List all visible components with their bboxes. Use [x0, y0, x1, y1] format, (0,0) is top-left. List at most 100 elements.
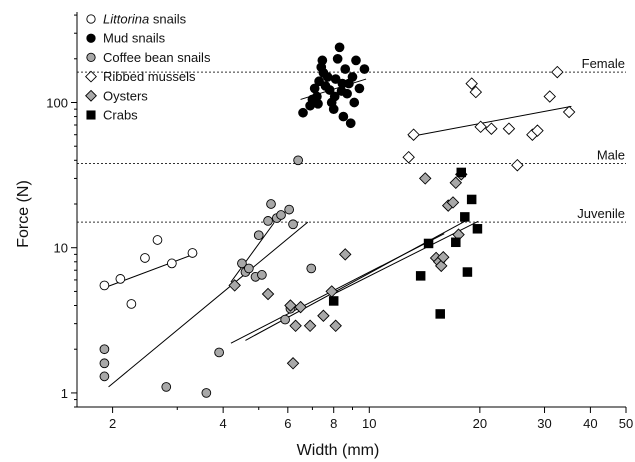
data-point-series-5 [466, 194, 477, 205]
data-point-series-5 [423, 238, 434, 249]
data-point-series-2 [288, 219, 298, 230]
data-point-series-1 [359, 64, 370, 74]
data-point-series-3 [551, 65, 564, 79]
data-point-series-3 [531, 124, 544, 137]
data-point-series-0 [187, 248, 198, 258]
data-point-series-5 [472, 224, 483, 234]
legend-label-0: Littorina snails [103, 12, 187, 27]
y-tick-label: 1 [61, 386, 68, 401]
data-point-series-4 [418, 172, 432, 185]
data-point-series-0 [152, 235, 163, 245]
data-point-series-1 [328, 104, 339, 114]
x-tick-label: 8 [330, 416, 337, 431]
data-point-series-3 [485, 122, 498, 135]
data-point-series-4 [435, 259, 448, 273]
reference-label-female: Female [582, 56, 625, 71]
data-point-series-2 [99, 358, 110, 369]
tick-labels: 1 10 100 2 4 6 8 10 20 30 40 50 [46, 96, 633, 431]
data-point-series-5 [451, 237, 461, 248]
legend: Littorina snails Mud snails Coffee bean sn… [85, 12, 211, 123]
data-point-series-3 [474, 120, 487, 134]
legend-label-5: Crabs [103, 108, 138, 123]
data-point-series-2 [280, 314, 290, 325]
data-point-series-4 [446, 196, 460, 209]
x-tick-label: 20 [473, 416, 487, 431]
data-point-series-3 [511, 158, 524, 172]
data-point-series-1 [330, 74, 341, 84]
data-point-series-5 [460, 212, 470, 222]
data-point-series-2 [266, 199, 276, 209]
x-tick-label: 10 [362, 416, 376, 431]
legend-marker-4 [85, 89, 97, 102]
data-point-series-1 [298, 107, 308, 118]
data-point-series-1 [345, 118, 356, 129]
data-point-series-3 [502, 122, 516, 135]
data-point-series-1 [314, 76, 324, 87]
data-point-series-1 [313, 98, 323, 109]
data-point-series-1 [354, 83, 365, 94]
data-point-series-1 [332, 53, 343, 64]
data-point-series-2 [99, 344, 110, 355]
data-point-series-2 [99, 371, 110, 382]
data-point-series-0 [167, 258, 177, 269]
data-point-series-1 [322, 72, 333, 82]
fit-line-series-3 [408, 105, 572, 138]
data-points [99, 42, 576, 398]
data-point-series-2 [257, 270, 267, 280]
data-point-series-4 [289, 319, 302, 333]
data-point-series-5 [415, 271, 426, 281]
x-tick-label: 2 [109, 416, 116, 431]
legend-label-3: Ribbed mussels [103, 69, 196, 84]
data-point-series-1 [338, 111, 349, 122]
reference-lines: Female Male Juvenile [77, 56, 626, 223]
x-tick-label: 4 [220, 416, 227, 431]
data-point-series-3 [465, 77, 478, 90]
data-point-series-4 [286, 357, 300, 370]
legend-marker-1 [86, 33, 96, 43]
data-point-series-5 [456, 167, 467, 178]
data-point-series-1 [351, 55, 361, 66]
data-point-series-5 [462, 267, 473, 277]
data-point-series-2 [306, 263, 317, 274]
legend-marker-0 [86, 14, 96, 24]
data-point-series-0 [115, 274, 126, 284]
data-point-series-2 [244, 263, 254, 274]
data-point-series-4 [317, 309, 330, 322]
data-point-series-3 [543, 90, 556, 103]
data-point-series-0 [126, 299, 137, 309]
data-point-series-1 [329, 91, 340, 102]
x-tick-label: 30 [537, 416, 551, 431]
reference-label-male: Male [597, 148, 625, 163]
data-point-series-3 [562, 105, 576, 119]
data-point-series-4 [294, 300, 307, 314]
y-tick-label: 100 [46, 96, 68, 111]
legend-marker-2 [86, 52, 96, 63]
data-point-series-3 [407, 128, 420, 141]
legend-label-1: Mud snails [103, 31, 166, 46]
data-point-series-0 [99, 280, 110, 291]
data-point-series-1 [334, 42, 345, 53]
legend-marker-3 [85, 70, 97, 83]
data-point-series-0 [140, 253, 150, 263]
fit-line-series-4 [230, 233, 445, 344]
x-tick-label: 6 [284, 416, 291, 431]
data-point-series-1 [342, 88, 352, 99]
data-point-series-1 [340, 64, 351, 74]
fit-lines [104, 78, 572, 388]
data-point-series-4 [228, 279, 241, 292]
data-point-series-1 [337, 78, 348, 89]
data-point-series-4 [261, 287, 275, 301]
x-tick-label: 50 [619, 416, 633, 431]
data-point-series-2 [161, 382, 172, 392]
data-point-series-3 [469, 85, 483, 99]
data-point-series-1 [349, 97, 360, 108]
data-point-series-2 [201, 388, 212, 398]
data-point-series-4 [284, 299, 297, 312]
data-point-series-2 [237, 258, 247, 269]
data-point-series-4 [329, 319, 342, 333]
x-tick-label: 40 [583, 416, 597, 431]
data-point-series-4 [449, 176, 463, 190]
data-point-series-1 [324, 85, 335, 95]
y-axis-title: Force (N) [15, 180, 32, 248]
axes [71, 12, 627, 413]
